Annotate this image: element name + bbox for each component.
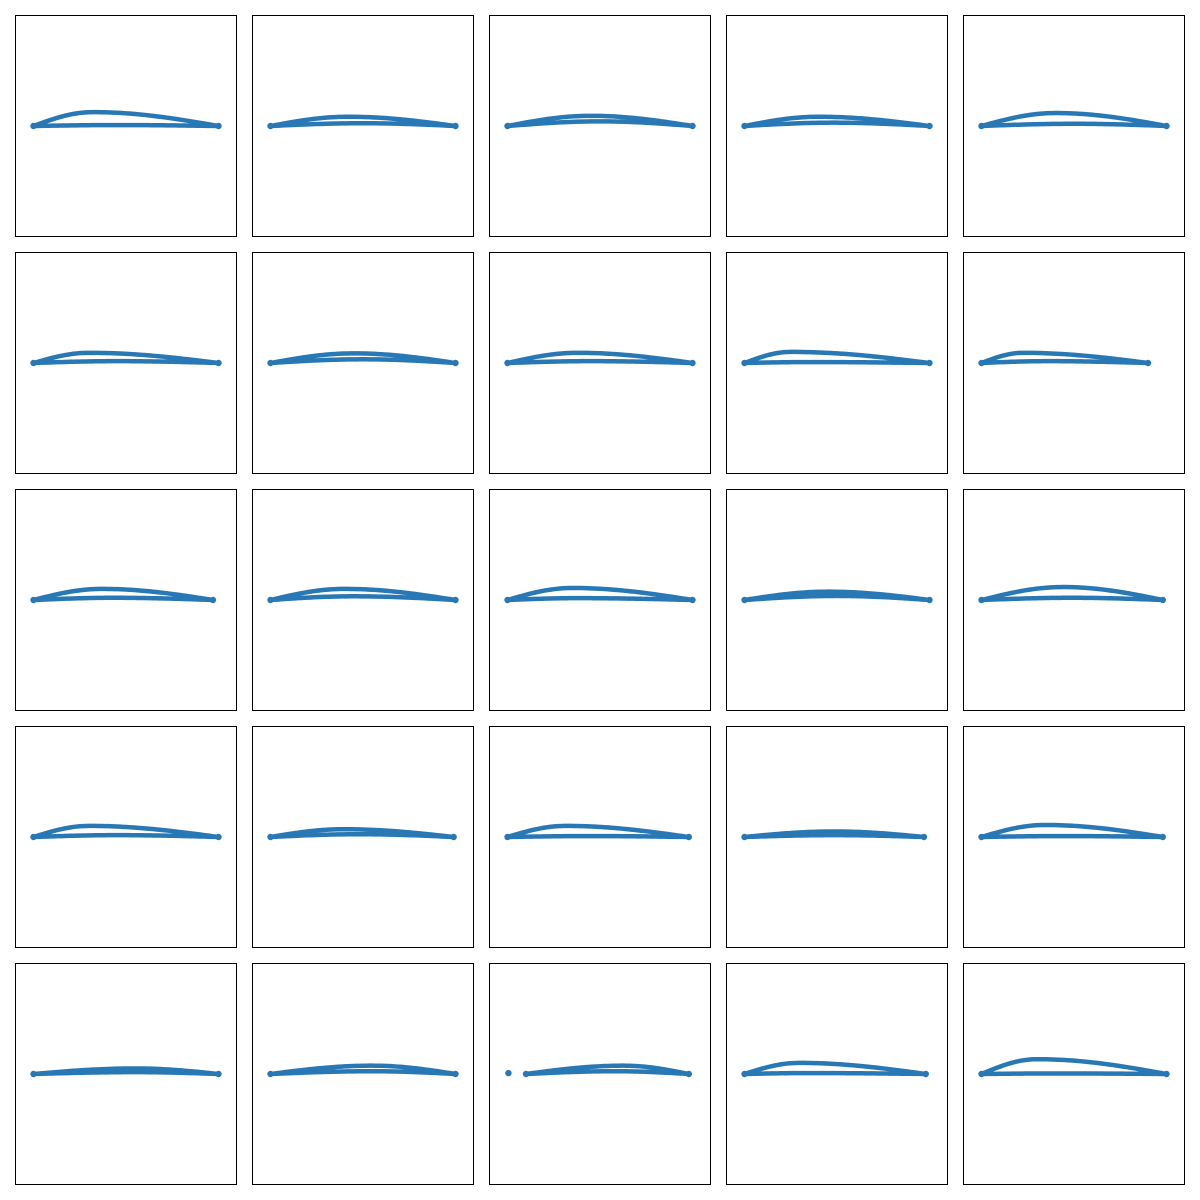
airfoil-panel-3 (489, 15, 711, 237)
leading-edge-point (30, 833, 37, 841)
airfoil-panel-1 (15, 15, 237, 237)
airfoil-panel-2 (252, 15, 474, 237)
airfoil-panel-8 (489, 252, 711, 474)
leading-edge-point (504, 359, 511, 367)
trailing-edge-point (215, 122, 222, 130)
leading-edge-point (741, 833, 748, 841)
airfoil-panel-21 (15, 963, 237, 1185)
airfoil-panel-6 (15, 252, 237, 474)
trailing-edge-point (452, 359, 459, 367)
airfoil-panel-11 (15, 489, 237, 711)
trailing-edge-point (689, 596, 696, 604)
leading-edge-point (978, 596, 985, 604)
trailing-edge-point (1159, 596, 1166, 604)
airfoil-panel-20 (963, 726, 1185, 948)
trailing-edge-point (689, 122, 696, 130)
leading-edge-point (267, 1070, 274, 1078)
trailing-edge-point (450, 833, 457, 841)
trailing-edge-point (215, 1070, 222, 1078)
leading-edge-point (741, 596, 748, 604)
trailing-edge-point (452, 122, 459, 130)
airfoil-panel-14 (726, 489, 948, 711)
trailing-edge-point (452, 1070, 459, 1078)
trailing-edge-point (209, 596, 217, 604)
airfoil-panel-4 (726, 15, 948, 237)
airfoil-panel-10 (963, 252, 1185, 474)
leading-edge-point (978, 359, 985, 367)
leading-edge-point (267, 596, 274, 604)
airfoil-panel-24 (726, 963, 948, 1185)
trailing-edge-point (926, 359, 933, 367)
trailing-edge-point (685, 833, 692, 841)
trailing-edge-point (920, 833, 928, 841)
airfoil-panel-25 (963, 963, 1185, 1185)
leading-edge-point (30, 122, 37, 130)
airfoil-panel-17 (252, 726, 474, 948)
leading-edge-point (30, 1070, 37, 1078)
leading-edge-point (741, 359, 748, 367)
airfoil-panel-16 (15, 726, 237, 948)
trailing-edge-point (1163, 1070, 1170, 1078)
trailing-edge-point (689, 359, 696, 367)
airfoil-panel-5 (963, 15, 1185, 237)
trailing-edge-point (685, 1070, 692, 1078)
airfoil-panel-19 (726, 726, 948, 948)
stray-point (505, 1069, 512, 1077)
airfoil-panel-13 (489, 489, 711, 711)
leading-edge-point (522, 1070, 530, 1078)
leading-edge-point (30, 596, 37, 604)
leading-edge-point (267, 122, 274, 130)
leading-edge-point (504, 596, 511, 604)
trailing-edge-point (1159, 833, 1166, 841)
leading-edge-point (504, 122, 511, 130)
leading-edge-point (741, 122, 748, 130)
airfoil-panel-7 (252, 252, 474, 474)
airfoil-panel-15 (963, 489, 1185, 711)
trailing-edge-point (926, 596, 933, 604)
leading-edge-point (267, 833, 274, 841)
airfoil-outline (742, 829, 927, 840)
airfoil-panel-22 (252, 963, 474, 1185)
airfoil-panel-9 (726, 252, 948, 474)
trailing-edge-point (922, 1070, 929, 1078)
trailing-edge-point (215, 833, 222, 841)
trailing-edge-point (215, 359, 222, 367)
airfoil-panel-18 (489, 726, 711, 948)
trailing-edge-point (926, 122, 933, 130)
leading-edge-point (30, 359, 37, 367)
leading-edge-point (978, 122, 985, 130)
trailing-edge-point (1163, 122, 1170, 130)
leading-edge-point (978, 1070, 985, 1078)
leading-edge-point (504, 833, 511, 841)
trailing-edge-point (452, 596, 459, 604)
leading-edge-point (978, 833, 985, 841)
leading-edge-point (741, 1070, 748, 1078)
airfoil-panel-23 (489, 963, 711, 1185)
airfoil-panel-12 (252, 489, 474, 711)
trailing-edge-point (1144, 359, 1152, 367)
leading-edge-point (267, 359, 274, 367)
